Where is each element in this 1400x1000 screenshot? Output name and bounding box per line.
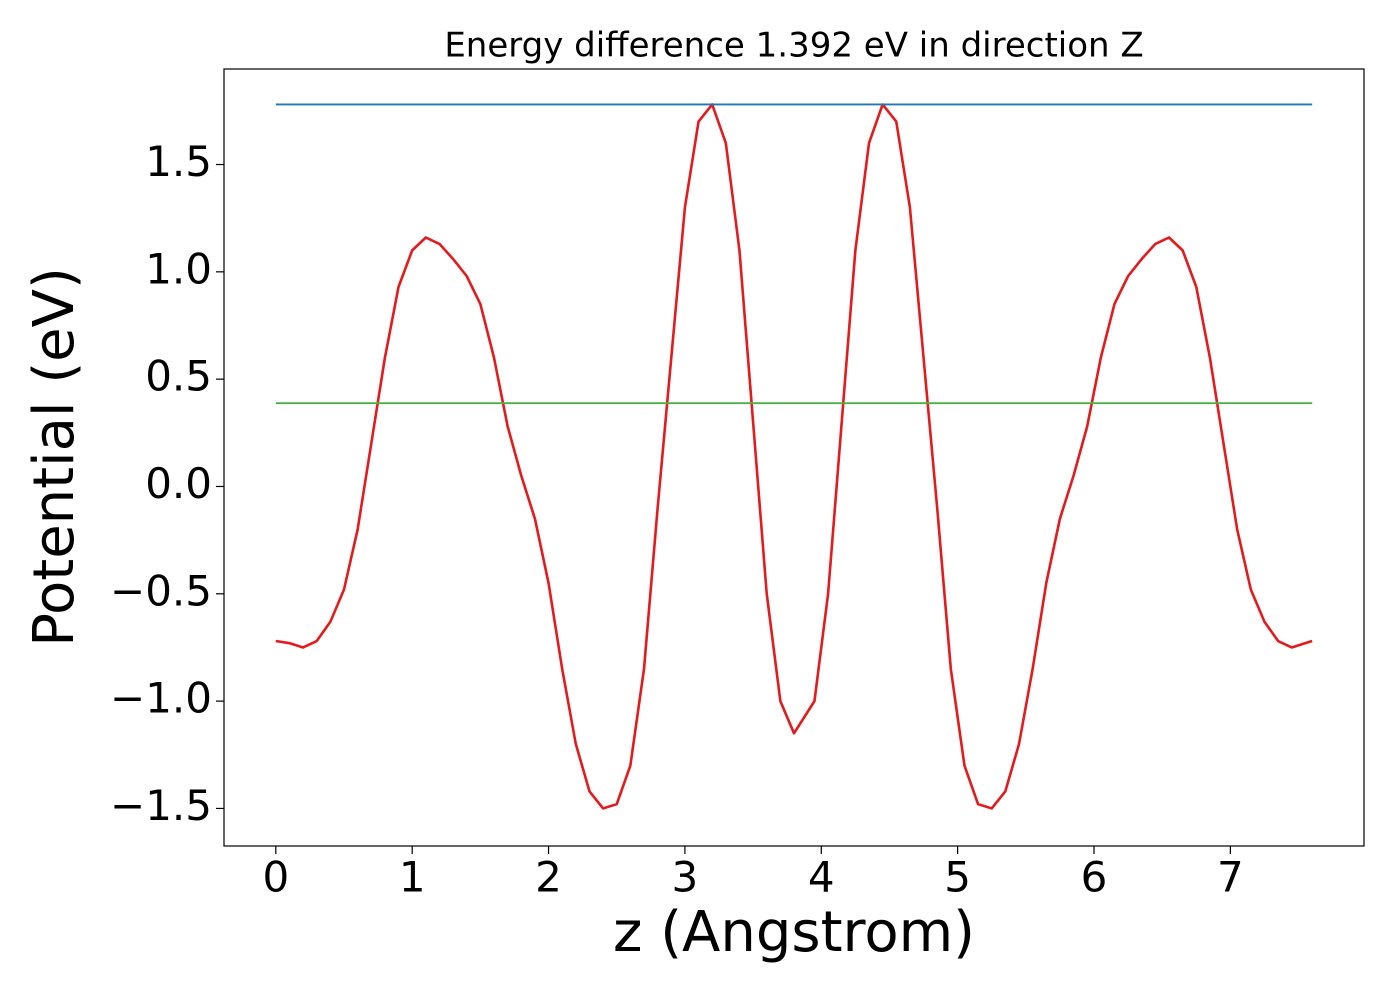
- x-tick-label: 6: [1081, 853, 1108, 902]
- chart-title: Energy difference 1.392 eV in direction …: [444, 26, 1143, 66]
- x-tick-label: 1: [399, 853, 426, 902]
- x-tick-label: 2: [535, 853, 562, 902]
- y-tick-label: 0.5: [145, 352, 212, 401]
- y-tick-label: −1.5: [110, 781, 212, 830]
- y-tick-label: −0.5: [110, 566, 212, 615]
- x-tick-label: 4: [808, 853, 835, 902]
- x-tick-label: 5: [944, 853, 971, 902]
- y-tick-label: 1.5: [145, 137, 212, 186]
- x-tick-label: 7: [1217, 853, 1244, 902]
- x-tick-label: 0: [262, 853, 289, 902]
- x-axis-label: z (Angstrom): [613, 900, 975, 965]
- y-tick-label: 0.0: [145, 459, 212, 508]
- plot-frame: [223, 68, 1365, 847]
- line-series: [275, 103, 1313, 810]
- y-axis-label: Potential (eV): [22, 267, 87, 647]
- y-tick-label: −1.0: [110, 674, 212, 723]
- x-tick-label: 3: [672, 853, 699, 902]
- y-tick-label: 1.0: [145, 244, 212, 293]
